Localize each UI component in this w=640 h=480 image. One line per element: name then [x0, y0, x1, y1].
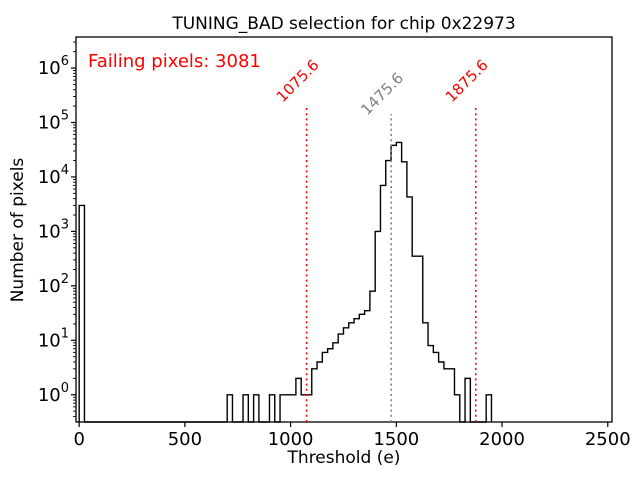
threshold-vline-label: 1075.6 — [273, 56, 323, 106]
y-tick-label: 102 — [38, 272, 69, 297]
y-tick-label: 103 — [38, 217, 69, 242]
y-tick-label: 104 — [38, 163, 69, 188]
y-tick-label: 106 — [38, 54, 69, 79]
histogram-step-line — [78, 141, 493, 423]
chart-title: TUNING_BAD selection for chip 0x22973 — [171, 14, 515, 34]
x-tick-label: 500 — [168, 429, 202, 450]
y-tick-label: 100 — [38, 381, 69, 406]
x-tick-label: 1000 — [268, 429, 314, 450]
y-tick-label: 105 — [38, 108, 69, 133]
x-tick-label: 0 — [73, 429, 84, 450]
x-tick-label: 1500 — [373, 429, 419, 450]
x-axis-label: Threshold (e) — [287, 448, 401, 468]
y-tick-label: 101 — [38, 326, 69, 351]
generated-plot-elements: 0 500 1000 1500 2000 2500 100 101 102 103 104 105 10… — [38, 36, 631, 450]
y-axis-label: Number of pixels — [8, 158, 28, 303]
x-tick-label: 2500 — [585, 429, 631, 450]
failing-pixels-annotation: Failing pixels: 3081 — [88, 51, 261, 72]
threshold-vline-label: 1475.6 — [357, 69, 407, 119]
axes-frame — [75, 36, 613, 423]
x-tick-label: 2000 — [479, 429, 525, 450]
threshold-vline-label: 1875.6 — [442, 56, 492, 106]
